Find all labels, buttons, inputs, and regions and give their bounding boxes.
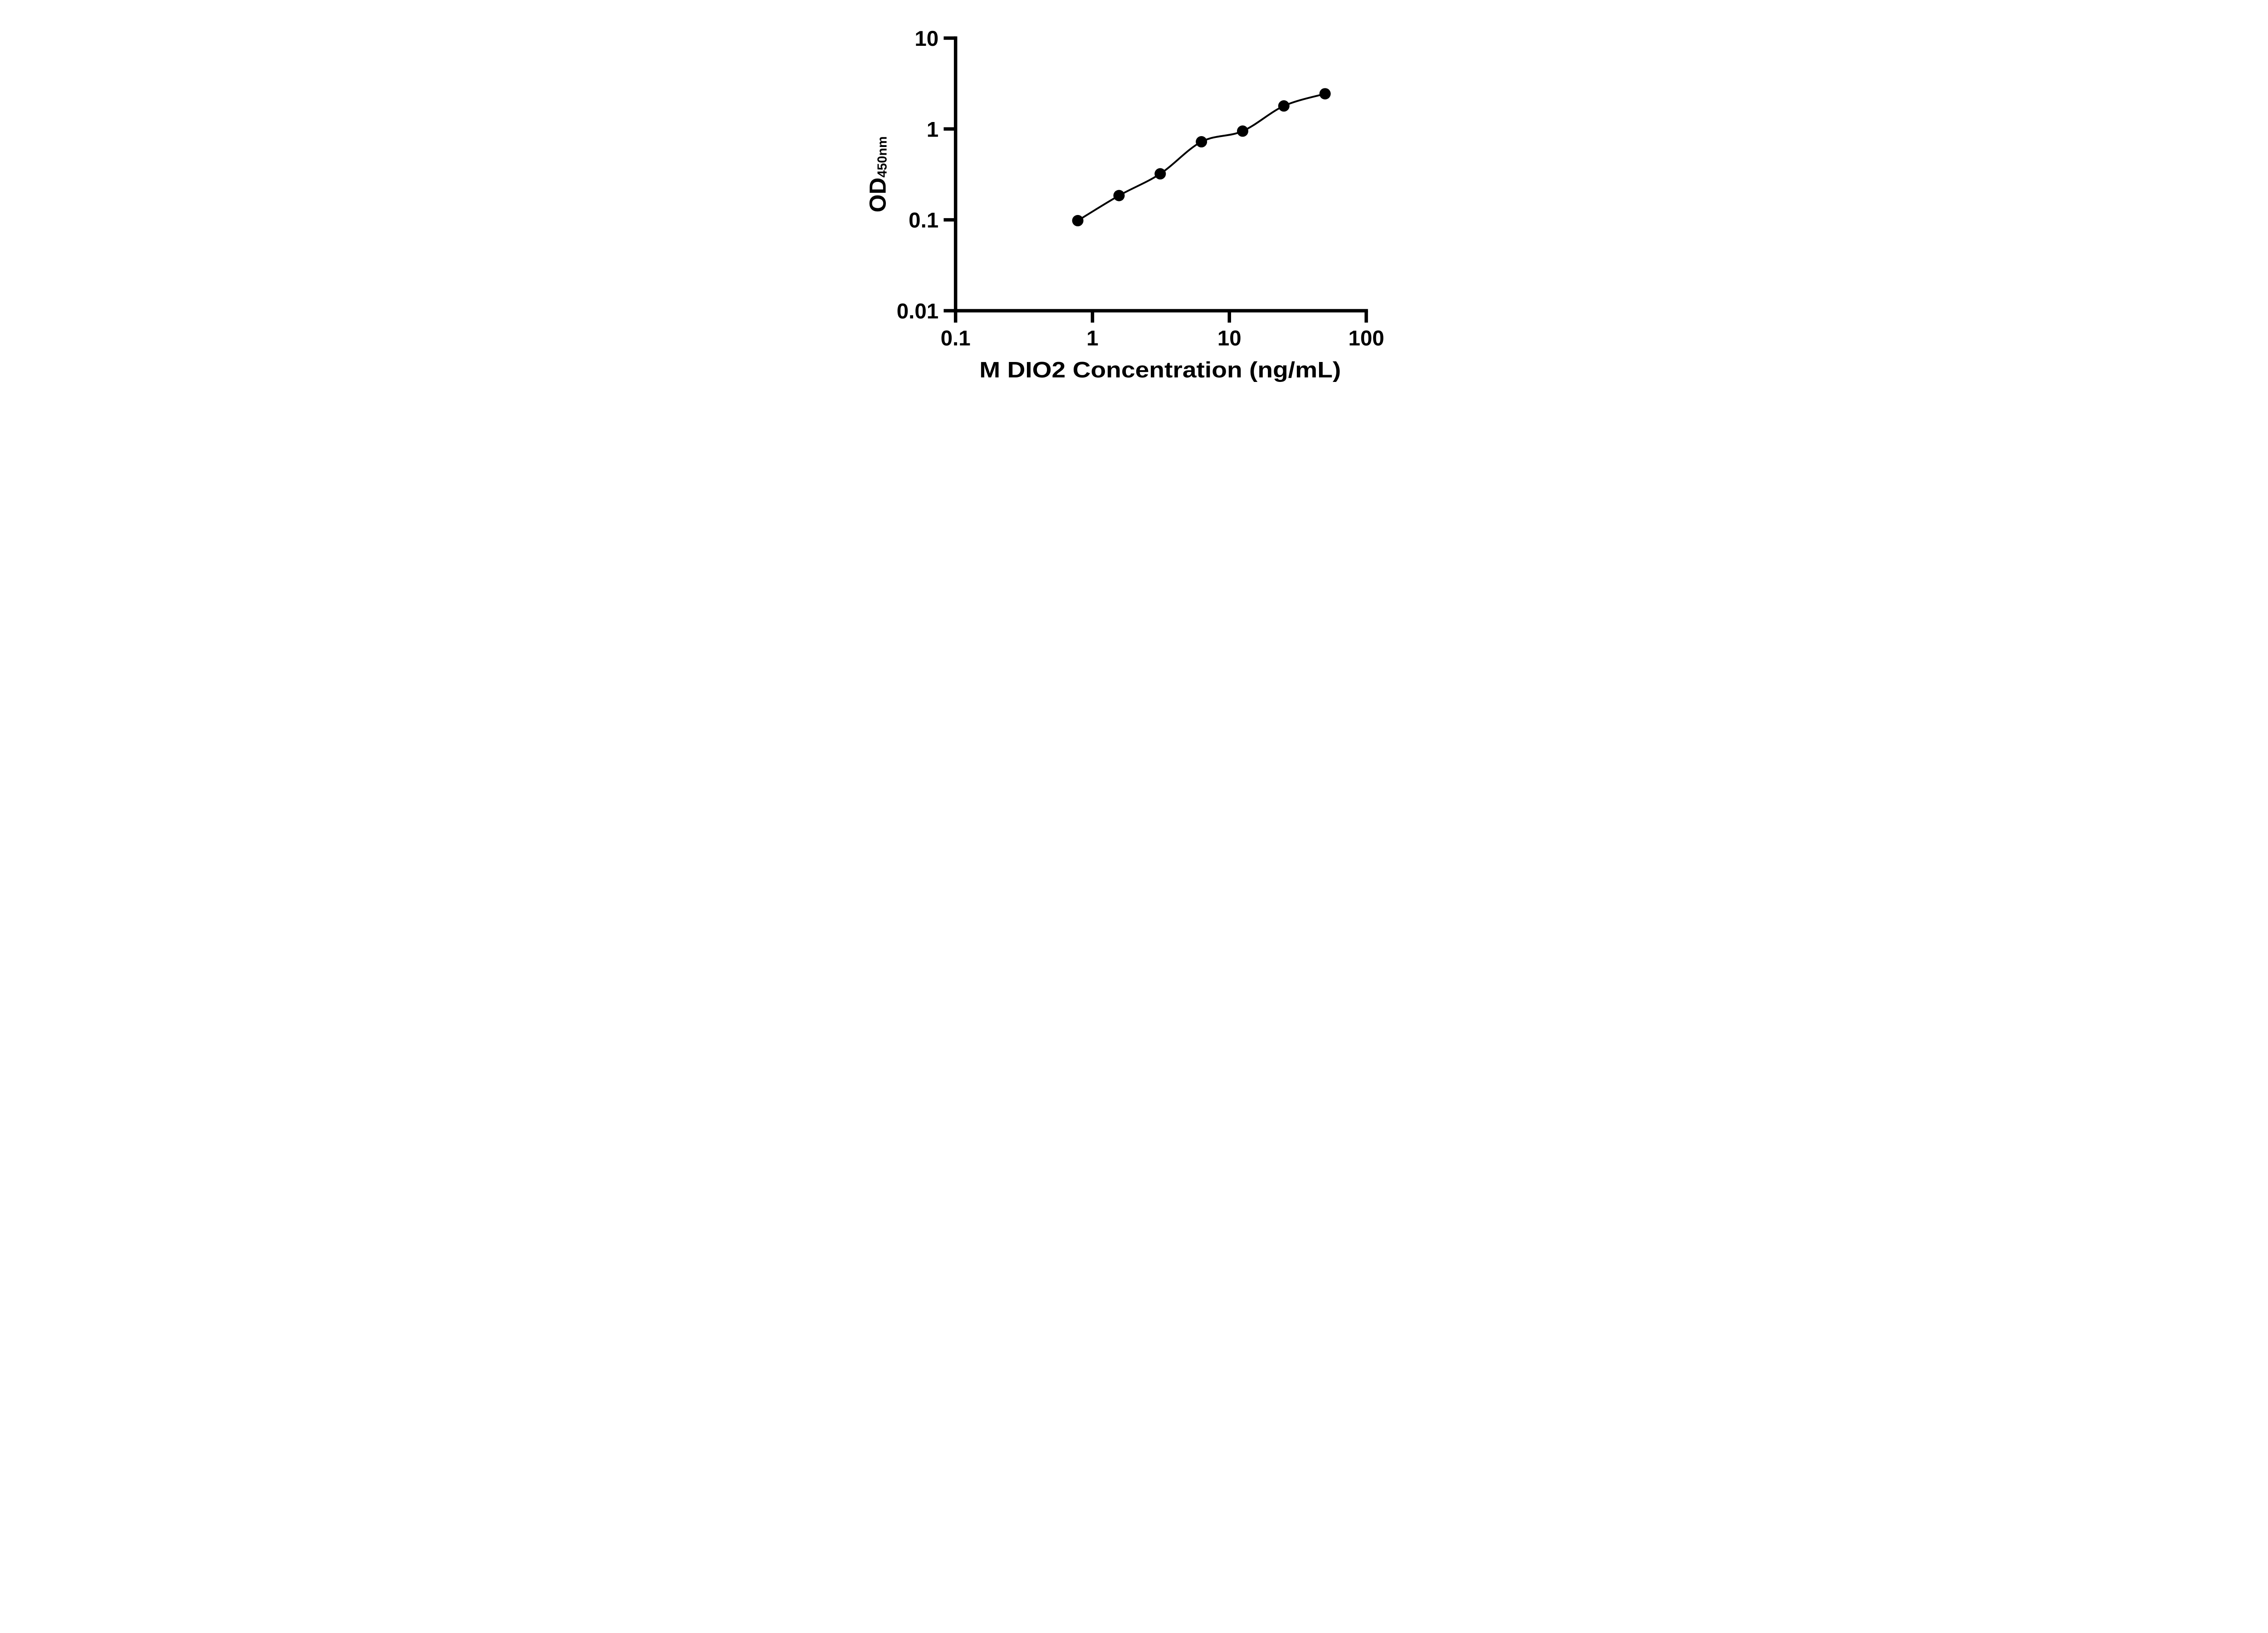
x-tick-label: 100: [1348, 327, 1384, 351]
data-point: [1154, 168, 1166, 180]
y-axis-title: OD450nm: [865, 136, 890, 212]
series-layer: [1072, 88, 1331, 226]
x-tick-label: 1: [1086, 327, 1098, 351]
y-tick-label: 10: [914, 27, 938, 51]
y-tick-label: 0.01: [896, 299, 938, 323]
y-axis-title-main: OD: [865, 177, 890, 212]
data-point: [1072, 215, 1084, 226]
x-axis-title: M DIO2 Concentration (ng/mL): [979, 358, 1341, 382]
x-tick-label: 0.1: [940, 327, 970, 351]
figure-canvas: 10 1 0.1 0.01 0.1 1 10 100 M DIO2 Concentration…: [842, 0, 1426, 408]
data-point: [1319, 88, 1331, 100]
fit-curve: [1076, 93, 1326, 222]
data-point: [1113, 190, 1124, 201]
data-point: [1195, 136, 1207, 148]
y-axis-title-subscript: 450nm: [875, 136, 890, 177]
data-point: [1237, 125, 1248, 137]
x-tick-label: 10: [1217, 327, 1241, 351]
y-tick-label: 0.1: [909, 209, 938, 233]
y-tick-label: 1: [926, 117, 938, 142]
data-point: [1278, 100, 1290, 112]
